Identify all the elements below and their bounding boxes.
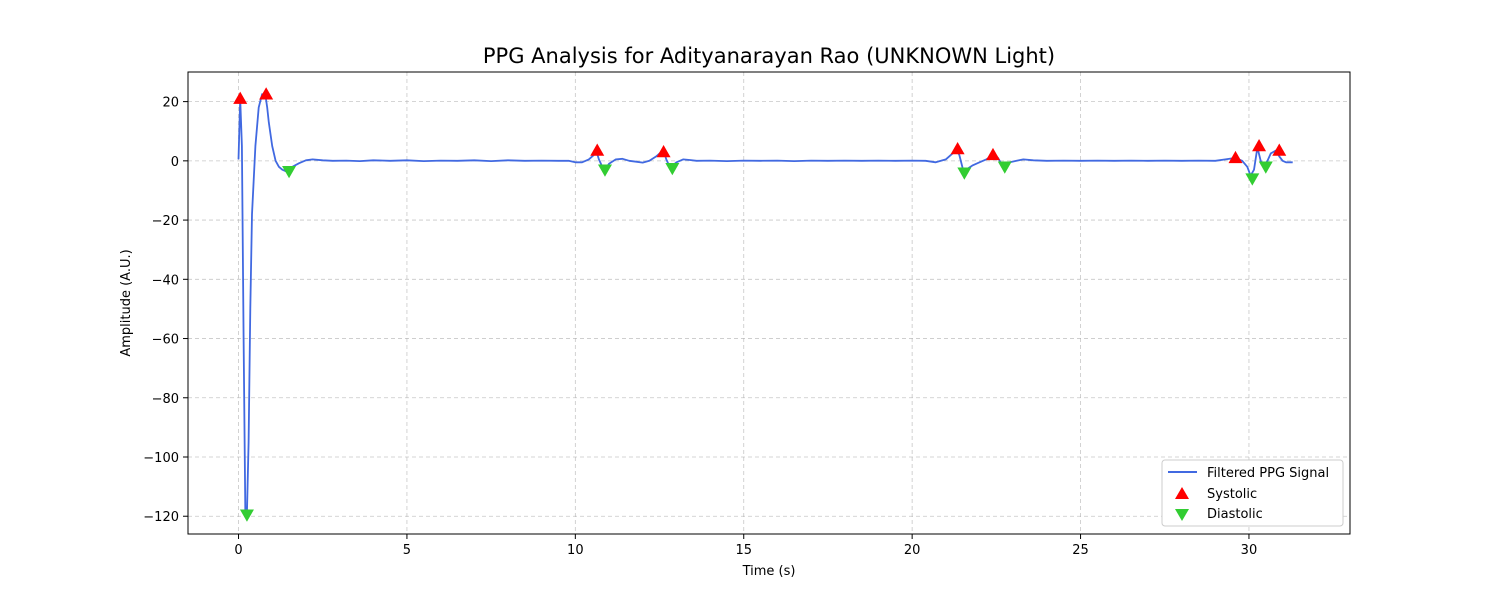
- systolic-peak-marker: [985, 147, 1000, 161]
- y-tick-label: −80: [152, 392, 179, 407]
- y-tick-label: 0: [171, 155, 179, 170]
- legend-box: [1161, 459, 1344, 527]
- plot-frame: [187, 71, 1351, 535]
- diastolic-trough-marker: [239, 509, 254, 522]
- y-tick-label: −120: [143, 510, 179, 525]
- y-tick-label: −20: [152, 214, 179, 229]
- diastolic-trough-marker: [665, 163, 680, 176]
- diastolic-trough-marker: [282, 165, 297, 179]
- axis-ticks: 0 5 10 15 20 25 30 20 0 −20 −40 −60 −80 −100 −120: [143, 96, 1257, 558]
- legend: Filtered PPG Signal Systolic Diastolic: [1161, 459, 1344, 527]
- ppg-signal-line: [237, 93, 1293, 516]
- diastolic-trough-marker: [1258, 161, 1273, 174]
- y-tick-label: −60: [152, 333, 179, 348]
- diastolic-trough-marker: [957, 167, 972, 180]
- legend-label-diastolic: Diastolic: [1207, 507, 1263, 522]
- x-tick-label: 10: [567, 543, 584, 558]
- diastolic-trough-marker: [997, 161, 1012, 174]
- systolic-peak-marker: [1228, 150, 1243, 164]
- y-tick-label: −100: [143, 451, 179, 466]
- x-tick-label: 20: [904, 543, 921, 558]
- chart-title: PPG Analysis for Adityanarayan Rao (UNKN…: [483, 44, 1055, 68]
- legend-diastolic-marker: [1175, 509, 1189, 521]
- x-tick-label: 30: [1241, 543, 1258, 558]
- x-tick-label: 15: [735, 543, 752, 558]
- systolic-peak-marker: [590, 143, 605, 156]
- plot-series: [233, 87, 1293, 522]
- diastolic-trough-marker: [1245, 173, 1260, 186]
- legend-systolic-marker: [1175, 487, 1189, 499]
- systolic-peak-marker: [656, 144, 671, 158]
- x-tick-label: 0: [234, 543, 242, 558]
- systolic-peak-marker: [1252, 139, 1267, 152]
- grid: [188, 72, 1350, 534]
- y-axis-label: Amplitude (A.U.): [119, 249, 134, 356]
- y-tick-label: 20: [162, 96, 179, 111]
- legend-label-systolic: Systolic: [1207, 487, 1257, 502]
- systolic-peak-marker: [1272, 143, 1287, 156]
- legend-label-signal: Filtered PPG Signal: [1207, 466, 1329, 481]
- y-tick-label: −40: [152, 273, 179, 288]
- systolic-peak-marker: [259, 87, 274, 100]
- x-tick-label: 5: [403, 543, 411, 558]
- systolic-peak-marker: [950, 142, 965, 155]
- x-axis-label: Time (s): [742, 564, 796, 579]
- diastolic-trough-marker: [597, 164, 612, 177]
- x-tick-label: 25: [1072, 543, 1089, 558]
- systolic-peak-marker: [233, 91, 248, 104]
